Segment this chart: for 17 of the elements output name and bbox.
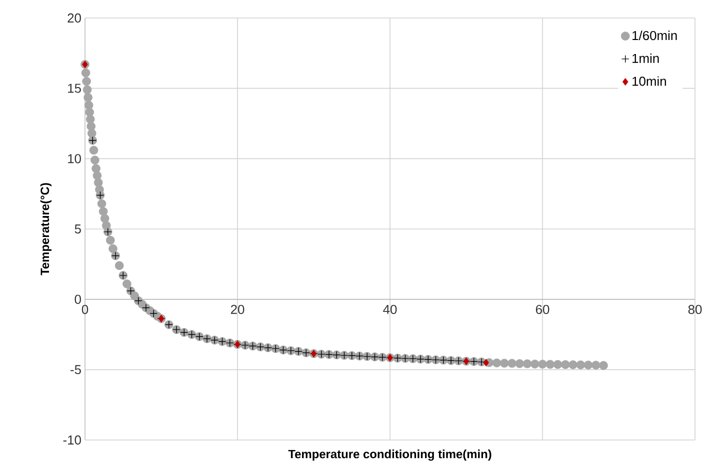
x-tick-label: 0: [82, 304, 88, 314]
x-tick-label: 40: [383, 304, 397, 314]
y-tick-label: -10: [63, 435, 81, 445]
legend-label: 1/60min: [632, 30, 677, 40]
y-tick-label: 20: [68, 13, 81, 23]
x-tick-label: 80: [688, 304, 702, 314]
x-axis-title: Temperature conditioning time(min): [288, 450, 492, 461]
legend-label: 10min: [632, 76, 666, 86]
x-tick-label: 20: [230, 304, 244, 314]
y-tick-label: 5: [74, 224, 81, 234]
y-axis-title: Temperature(°C): [40, 183, 52, 276]
y-tick-label: -5: [70, 365, 81, 374]
legend-label: 1min: [632, 53, 659, 63]
y-tick-label: 15: [68, 84, 81, 93]
y-tick-label: 10: [68, 154, 81, 164]
y-tick-label: 0: [74, 294, 81, 304]
x-tick-label: 60: [536, 304, 550, 314]
